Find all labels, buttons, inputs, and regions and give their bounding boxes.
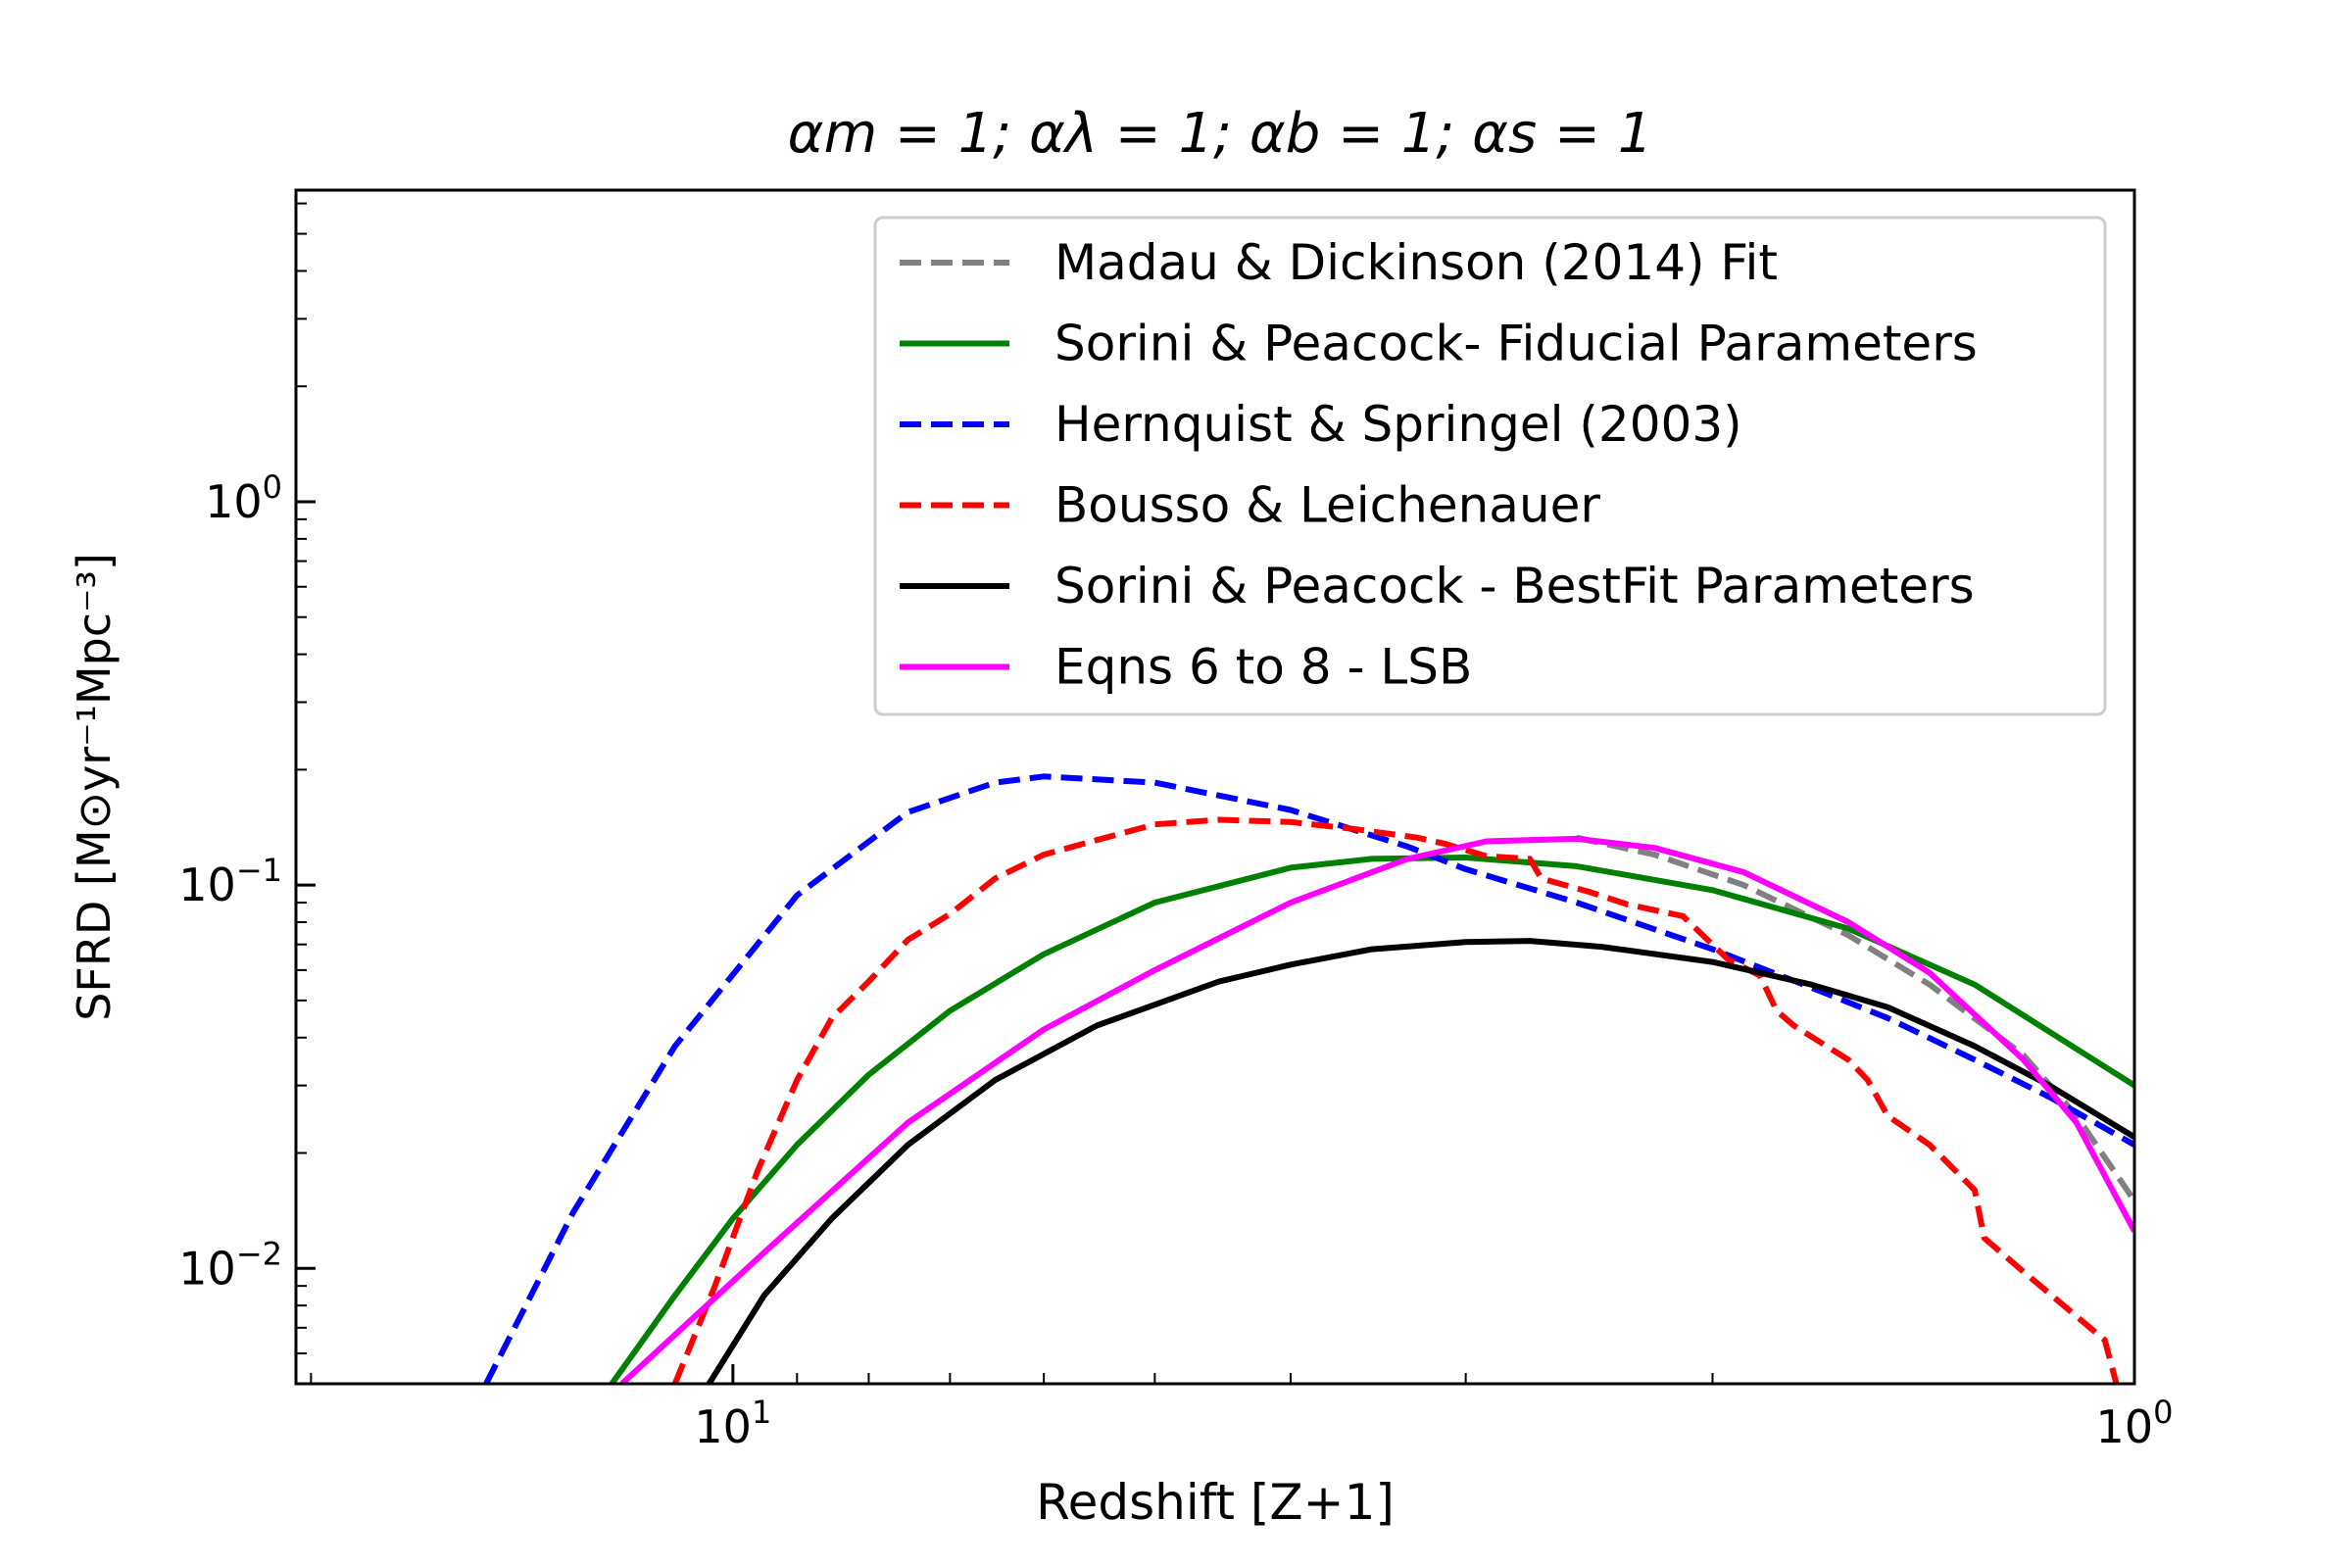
chart-title: αm = 1; αλ = 1; αb = 1; αs = 1 (788, 102, 1653, 166)
legend-label: Sorini & Peacock - BestFit Parameters (1054, 558, 1975, 614)
y-tick-label: 10−2 (178, 1235, 282, 1295)
legend-label: Hernquist & Springel (2003) (1054, 396, 1742, 453)
series-line (671, 816, 2120, 1384)
series-line (619, 835, 2134, 1384)
legend-frame (873, 216, 2107, 716)
series-line (609, 855, 2134, 1384)
legend-entries: Madau & Dickinson (2014) Fit Sorini & Pea… (900, 234, 1978, 696)
series-line (1576, 834, 2134, 1203)
x-axis-label: Redshift [Z+1] (1036, 1474, 1395, 1531)
legend: Madau & Dickinson (2014) Fit Sorini & Pea… (873, 216, 2107, 716)
axis-ticks: 101 100 100 10−1 10−2 (178, 202, 2174, 1453)
x-tick-label: 100 (2096, 1394, 2174, 1453)
y-tick-label: 10−1 (178, 852, 282, 911)
legend-label: Eqns 6 to 8 - LSB (1054, 639, 1472, 696)
plot-area: 101 100 100 10−1 10−2 (178, 188, 2174, 1453)
y-axis-label: SFRD [M⊙yr⁻¹Mpc⁻³] (68, 553, 121, 1021)
legend-label: Bousso & Leichenauer (1054, 477, 1600, 534)
series-line (706, 938, 2134, 1384)
series-lines (483, 773, 2134, 1384)
plot-frame (294, 188, 2136, 1386)
legend-label: Madau & Dickinson (2014) Fit (1054, 234, 1778, 291)
legend-label: Sorini & Peacock- Fiducial Parameters (1054, 316, 1978, 372)
y-tick-label: 100 (205, 468, 282, 528)
x-tick-label: 101 (694, 1394, 771, 1453)
